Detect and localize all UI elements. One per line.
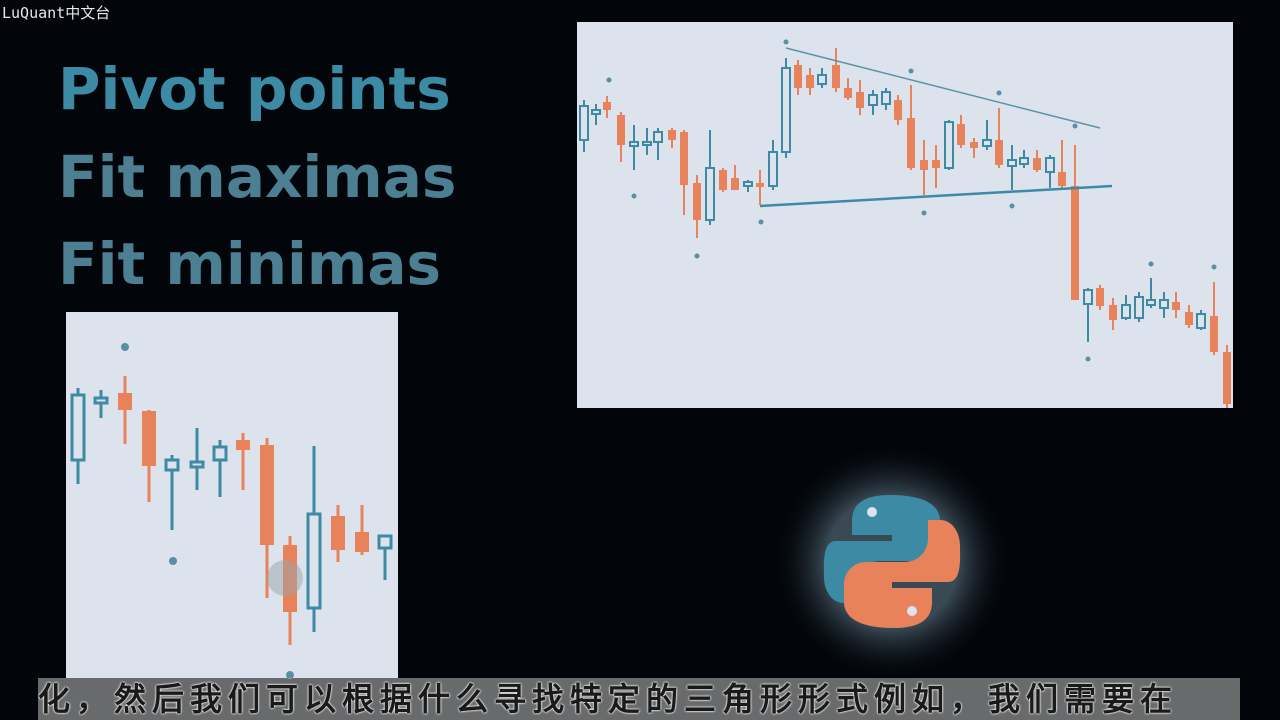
python-logo — [772, 442, 1012, 682]
triangle-chart — [577, 22, 1233, 408]
slide-title: Pivot points — [58, 55, 451, 123]
slide-title: Fit minimas — [58, 230, 442, 298]
subtitle: 化，然后我们可以根据什么寻找特定的三角形形式例如，我们需要在 — [38, 678, 1240, 720]
slide-title: Fit maximas — [58, 143, 457, 211]
pivot-chart — [66, 312, 398, 679]
watermark: LuQuant中文台 — [2, 4, 111, 22]
